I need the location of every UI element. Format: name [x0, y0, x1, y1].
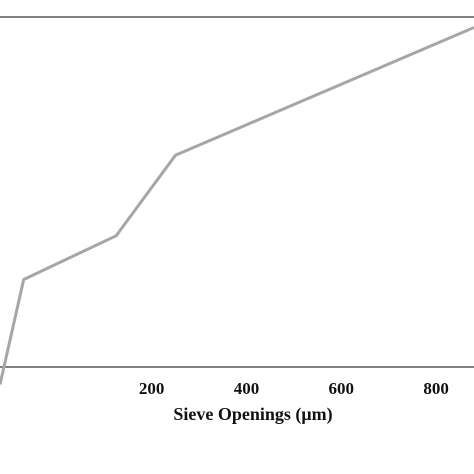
x-tick-label: 400	[234, 379, 260, 398]
series-line	[0, 26, 474, 385]
x-tick-label: 200	[139, 379, 165, 398]
x-axis-ticks: 200 400 600 800	[139, 379, 449, 398]
x-axis-title: Sieve Openings (μm)	[173, 404, 332, 425]
x-tick-label: 800	[423, 379, 449, 398]
plot-frame	[0, 16, 474, 368]
series-layer	[0, 26, 474, 385]
x-tick-label: 600	[329, 379, 355, 398]
